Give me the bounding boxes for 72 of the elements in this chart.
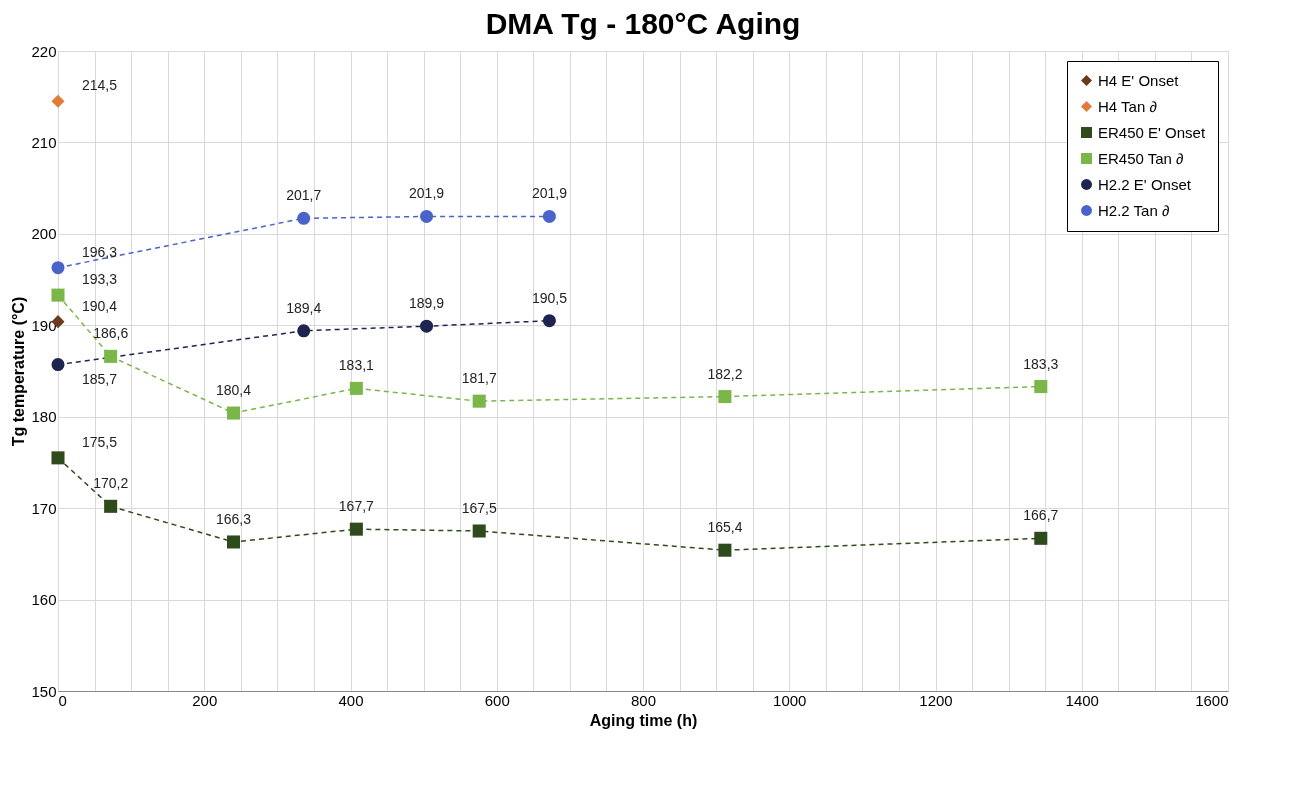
x-tick-label: 600 [484,691,510,709]
point [542,209,556,223]
x-axis-title: Aging time (h) [589,711,698,729]
y-tick-label: 200 [31,225,57,243]
point [104,499,118,513]
legend-label: ER450 E' Onset [1098,123,1206,141]
data-label: 166,7 [1023,507,1059,524]
data-label: 196,3 [82,243,118,260]
point [1034,531,1048,545]
x-tick-label: 200 [192,691,218,709]
point [104,349,118,363]
x-tick-label: 1600 [1195,691,1229,709]
data-label: 170,2 [93,475,129,492]
y-tick-label: 220 [31,42,57,60]
point [420,209,434,223]
point [1034,380,1048,394]
y-tick-label: 210 [31,133,57,151]
data-label: 186,6 [93,325,129,342]
point [51,261,65,275]
legend-label: H2.2 E' Onset [1098,175,1192,193]
y-axis-title: Tg temperature (°C) [10,296,28,447]
chart-title: DMA Tg - 180°C Aging [485,7,801,40]
data-label: 182,2 [707,365,743,382]
point [472,524,486,538]
data-label: 214,5 [82,77,118,94]
data-label: 189,4 [286,299,322,316]
y-tick-label: 160 [31,591,57,609]
point [297,324,311,338]
data-label: 201,7 [286,187,322,204]
x-tick-label: 1200 [919,691,953,709]
point [51,358,65,372]
data-label: 167,5 [461,500,497,516]
point [472,394,486,408]
x-tick-label: 400 [338,691,364,709]
data-label: 167,7 [338,498,375,515]
point [297,211,311,225]
data-label: 180,4 [215,382,252,399]
data-label: 175,5 [82,433,118,450]
legend-label: H2.2 Tan ∂ [1098,201,1170,219]
y-tick-label: 180 [31,408,57,426]
data-label: 183,1 [338,357,375,374]
x-tick-label: 1000 [773,691,807,709]
y-tick-label: 170 [31,499,57,517]
point [226,406,241,420]
data-label: 189,9 [409,295,445,312]
legend-label: ER450 Tan ∂ [1098,149,1184,167]
y-tick-label: 150 [31,682,57,700]
data-label: 185,7 [82,370,118,387]
data-label: 181,7 [461,370,497,387]
point [542,314,556,328]
data-label: 190,4 [82,297,118,314]
point [349,381,363,395]
data-label: 183,3 [1023,355,1059,372]
point [718,390,732,404]
point [226,535,241,549]
legend-label: H4 Tan ∂ [1098,97,1157,115]
data-label: 165,4 [707,519,743,536]
point [718,543,732,557]
data-label: 201,9 [531,185,568,202]
point [51,288,65,302]
point [420,319,434,333]
data-label: 190,5 [531,289,568,306]
point [349,522,363,536]
data-label: 193,3 [82,271,118,288]
data-label: 166,3 [215,510,252,527]
x-tick-label: 0 [58,691,67,709]
x-tick-label: 800 [630,691,657,709]
point [51,451,65,465]
legend-label: H4 E' Onset [1098,71,1180,89]
x-tick-label: 1400 [1065,691,1099,709]
point [51,94,65,108]
data-label: 201,9 [409,185,445,202]
